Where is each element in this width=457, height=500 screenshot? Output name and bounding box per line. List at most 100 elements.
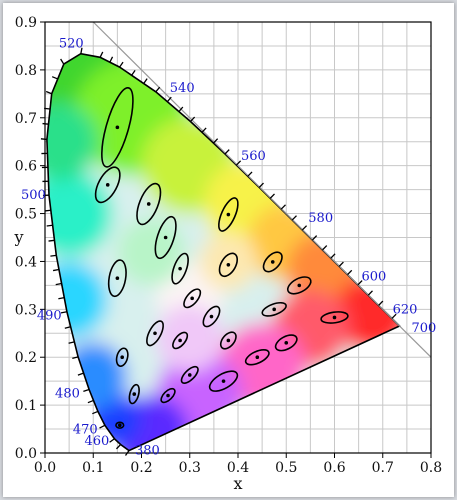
macadam-ellipse [171,252,189,285]
ellipse-center-dot [120,355,124,360]
y-tick-label: 0.1 [15,398,37,414]
wavelength-label: 560 [241,149,266,164]
macadam-ellipse [261,301,287,317]
locus-tick [311,235,318,241]
macadam-ellipse [160,387,176,404]
ellipse-center-dot [163,235,168,240]
macadam-ellipse [218,252,239,278]
locus-tick [291,215,297,221]
wavelength-label: 520 [59,37,84,52]
x-tick-label: 0.4 [227,460,249,476]
macadam-ellipse [183,288,202,309]
macadam-ellipse [101,87,134,168]
ellipse-center-dot [190,296,194,301]
ellipse-center-dot [166,393,170,398]
ellipse-center-dot [117,423,122,428]
locus-tick [50,254,57,257]
diagonal-line [92,21,432,358]
y-tick-label: 0.4 [15,254,37,270]
ellipse-center-dot [270,260,275,264]
locus-tick [338,261,344,267]
macadam-ellipse [286,276,312,295]
gamut-color-blob [155,304,224,372]
locus-tick [258,182,264,188]
gamut-color-fill [46,53,400,451]
macadam-ellipse [262,251,283,273]
locus-tick [52,268,60,272]
macadam-ellipse [180,365,199,384]
x-tick-label: 0.0 [34,460,56,476]
locus-tick [99,424,106,429]
x-tick-label: 0.7 [372,460,394,476]
wavelength-label: 700 [411,321,436,336]
ellipse-center-dot [115,276,120,281]
locus-tick [40,138,47,141]
ellipse-center-dot [226,262,231,267]
locus-tick [99,51,104,58]
y-tick-label: 0.3 [15,302,37,318]
locus-tick [68,341,75,344]
locus-tick [190,116,196,122]
locus-tick [235,160,242,166]
y-tick-label: 0.7 [15,111,37,127]
macadam-ellipse [208,370,239,392]
locus-tick [330,253,336,259]
locus-tick [92,410,99,415]
x-tick-label: 0.5 [275,460,297,476]
locus-tick [143,78,148,84]
macadam-ellipse [136,182,162,226]
y-tick-label: 0.8 [15,63,37,79]
ellipse-center-dot [284,341,289,345]
macadam-ellipses [94,87,349,429]
macadam-ellipse [274,334,298,352]
locus-tick [87,399,94,404]
locus-tick [46,224,53,227]
macadam-ellipse [115,347,129,367]
ellipse-center-dot [178,338,182,343]
ellipse-center-dot [297,283,302,288]
macadam-ellipse [107,259,127,298]
y-tick-label: 0.2 [15,350,37,366]
ellipse-center-dot [332,315,337,320]
x-axis-title: x [233,474,242,493]
ellipse-center-dot [226,212,231,217]
ellipse-center-dot [178,266,182,271]
locus-tick [77,372,84,376]
ellipse-center-dot [115,125,120,130]
ellipse-center-dot [146,202,151,206]
ellipse-center-dot [153,331,157,336]
wavelength-label: 480 [55,386,80,401]
gamut-color-blob [46,103,99,181]
locus-tick [109,56,114,63]
x-tick-label: 0.1 [82,460,104,476]
macadam-ellipse [94,166,121,204]
macadam-ellipse [219,331,237,350]
macadam-ellipse [128,383,140,405]
macadam-ellipse [244,348,270,366]
x-tick-label: 0.6 [323,460,345,476]
y-tick-label: 0.5 [15,207,37,223]
y-tick-label: 0.0 [15,446,37,462]
locus-tick [224,149,230,155]
wavelength-label: 380 [135,444,160,459]
locus-tick [115,444,122,450]
locus-tick [109,438,115,443]
ellipse-center-dot [226,338,231,343]
locus-tick [378,300,384,306]
locus-tick [119,61,124,68]
locus-tick [60,311,68,314]
gamut-color-blob [199,232,258,291]
macadam-ellipse [115,421,125,429]
locus-tick [166,96,172,103]
x-tick-label: 0.2 [130,460,152,476]
x-tick-label: 0.8 [420,460,442,476]
locus-tick [347,269,353,276]
macadam-ellipse [320,311,349,324]
wavelength-label: 540 [170,81,195,96]
locus-tick [45,90,52,95]
chart-frame: 0.0 0.1 0.2 0.3 0.4 0.5 0.6 0.7 0.8 0.0 0.1 0.2 0.3 0… [3,3,454,497]
ellipse-center-dot [187,373,192,377]
locus-tick [322,245,328,251]
locus-tick [280,204,286,210]
